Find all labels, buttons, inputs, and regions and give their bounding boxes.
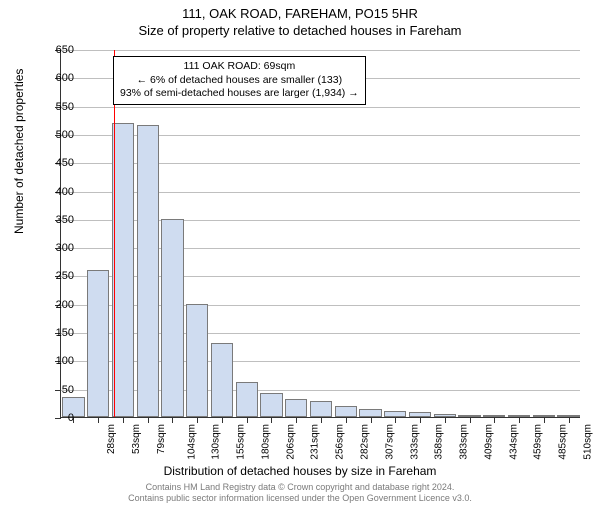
y-tick-label: 500: [44, 129, 74, 141]
x-tick-label: 53sqm: [131, 424, 142, 454]
x-tick-label: 282sqm: [360, 424, 371, 460]
histogram-bar: [335, 406, 357, 417]
grid-line: [61, 107, 580, 108]
histogram-bar: [186, 304, 208, 417]
annotation-box: 111 OAK ROAD: 69sqm← 6% of detached hous…: [113, 56, 366, 105]
y-tick-label: 100: [44, 355, 74, 367]
histogram-bar: [310, 401, 332, 417]
x-tick: [371, 417, 372, 423]
histogram-bar: [87, 270, 109, 417]
x-tick: [148, 417, 149, 423]
y-tick-label: 450: [44, 157, 74, 169]
x-tick-label: 307sqm: [384, 424, 395, 460]
histogram-bar: [137, 125, 159, 417]
y-tick-label: 0: [44, 412, 74, 424]
x-tick-label: 459sqm: [533, 424, 544, 460]
x-tick-label: 79sqm: [156, 424, 167, 454]
y-tick-label: 600: [44, 72, 74, 84]
x-tick: [395, 417, 396, 423]
x-tick-label: 256sqm: [335, 424, 346, 460]
x-tick: [445, 417, 446, 423]
y-axis-title: Number of detached properties: [12, 69, 26, 234]
footer-attribution: Contains HM Land Registry data © Crown c…: [0, 482, 600, 504]
y-tick-label: 250: [44, 270, 74, 282]
page-address-title: 111, OAK ROAD, FAREHAM, PO15 5HR: [0, 6, 600, 21]
x-tick: [98, 417, 99, 423]
x-axis-title: Distribution of detached houses by size …: [0, 464, 600, 478]
x-tick-label: 333sqm: [409, 424, 420, 460]
x-tick: [172, 417, 173, 423]
annotation-line: ← 6% of detached houses are smaller (133…: [120, 74, 359, 88]
y-tick-label: 50: [44, 384, 74, 396]
x-tick: [420, 417, 421, 423]
x-tick: [247, 417, 248, 423]
page-subtitle: Size of property relative to detached ho…: [0, 23, 600, 38]
x-tick-label: 434sqm: [508, 424, 519, 460]
x-tick: [123, 417, 124, 423]
histogram-bar: [285, 399, 307, 417]
y-tick-label: 650: [44, 44, 74, 56]
x-tick-label: 409sqm: [483, 424, 494, 460]
x-tick-label: 104sqm: [186, 424, 197, 460]
x-tick: [321, 417, 322, 423]
y-tick-label: 300: [44, 242, 74, 254]
y-tick-label: 150: [44, 327, 74, 339]
x-tick: [346, 417, 347, 423]
annotation-line: 93% of semi-detached houses are larger (…: [120, 87, 359, 101]
y-tick-label: 350: [44, 214, 74, 226]
x-tick: [271, 417, 272, 423]
x-tick-label: 358sqm: [434, 424, 445, 460]
annotation-line: 111 OAK ROAD: 69sqm: [120, 60, 359, 74]
y-tick-label: 550: [44, 101, 74, 113]
reference-line: [114, 50, 115, 417]
footer-line-1: Contains HM Land Registry data © Crown c…: [0, 482, 600, 493]
x-tick-label: 485sqm: [558, 424, 569, 460]
histogram-chart: 111 OAK ROAD: 69sqm← 6% of detached hous…: [60, 50, 580, 418]
x-tick-label: 180sqm: [261, 424, 272, 460]
x-tick: [519, 417, 520, 423]
x-tick-label: 130sqm: [211, 424, 222, 460]
histogram-bar: [359, 409, 381, 417]
x-tick: [470, 417, 471, 423]
x-tick-label: 231sqm: [310, 424, 321, 460]
x-tick-label: 28sqm: [106, 424, 117, 454]
histogram-bar: [211, 343, 233, 417]
x-tick: [494, 417, 495, 423]
x-tick-label: 383sqm: [459, 424, 470, 460]
histogram-bar: [236, 382, 258, 417]
grid-line: [61, 50, 580, 51]
footer-line-2: Contains public sector information licen…: [0, 493, 600, 504]
x-tick-label: 206sqm: [285, 424, 296, 460]
x-tick-label: 510sqm: [582, 424, 593, 460]
x-tick-label: 155sqm: [236, 424, 247, 460]
x-tick: [222, 417, 223, 423]
y-tick-label: 200: [44, 299, 74, 311]
y-tick-label: 400: [44, 186, 74, 198]
histogram-bar: [260, 393, 282, 417]
histogram-bar: [161, 219, 183, 417]
x-tick: [296, 417, 297, 423]
x-tick: [569, 417, 570, 423]
x-tick: [197, 417, 198, 423]
x-tick: [544, 417, 545, 423]
